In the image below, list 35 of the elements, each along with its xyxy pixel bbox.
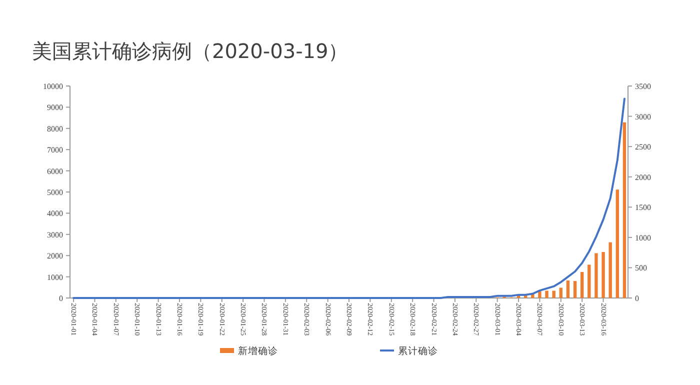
y2-tick-label: 0 [635,294,639,303]
bar [580,272,584,298]
y2-tick-label: 3000 [635,112,651,122]
y-tick-label: 9000 [47,103,63,112]
y2-tick-label: 2500 [635,142,651,152]
y-tick-label: 8000 [47,124,63,134]
y-tick-label: 5000 [47,188,63,197]
y-tick-label: 4000 [47,209,63,218]
y2-tick-label: 2000 [635,172,651,182]
y-tick-label: 3000 [47,230,63,240]
bar [608,242,612,298]
chart-title: 美国累计确诊病例（2020-03-19） [32,39,348,63]
y-tick-label: 10000 [43,82,63,91]
bar [552,290,556,298]
bar [538,291,542,298]
bar [622,122,626,298]
y-tick-label: 0 [59,294,63,303]
y-tick-label: 2000 [47,252,63,261]
legend-label: 新增确诊 [238,345,278,357]
y2-tick-label: 1000 [635,233,651,242]
y2-tick-label: 500 [635,264,647,273]
bar [602,252,605,298]
bar [559,288,562,298]
bar [566,280,570,298]
bar [588,264,591,298]
y-tick-label: 6000 [47,166,63,176]
bar [616,190,620,298]
y2-tick-label: 3500 [635,82,651,91]
y2-tick-label: 1500 [635,203,651,212]
bar [545,290,548,298]
legend-label: 累计确诊 [398,345,438,357]
bar [594,253,598,298]
y-tick-label: 7000 [47,146,63,155]
y-tick-label: 1000 [47,272,63,282]
bar [573,281,577,298]
